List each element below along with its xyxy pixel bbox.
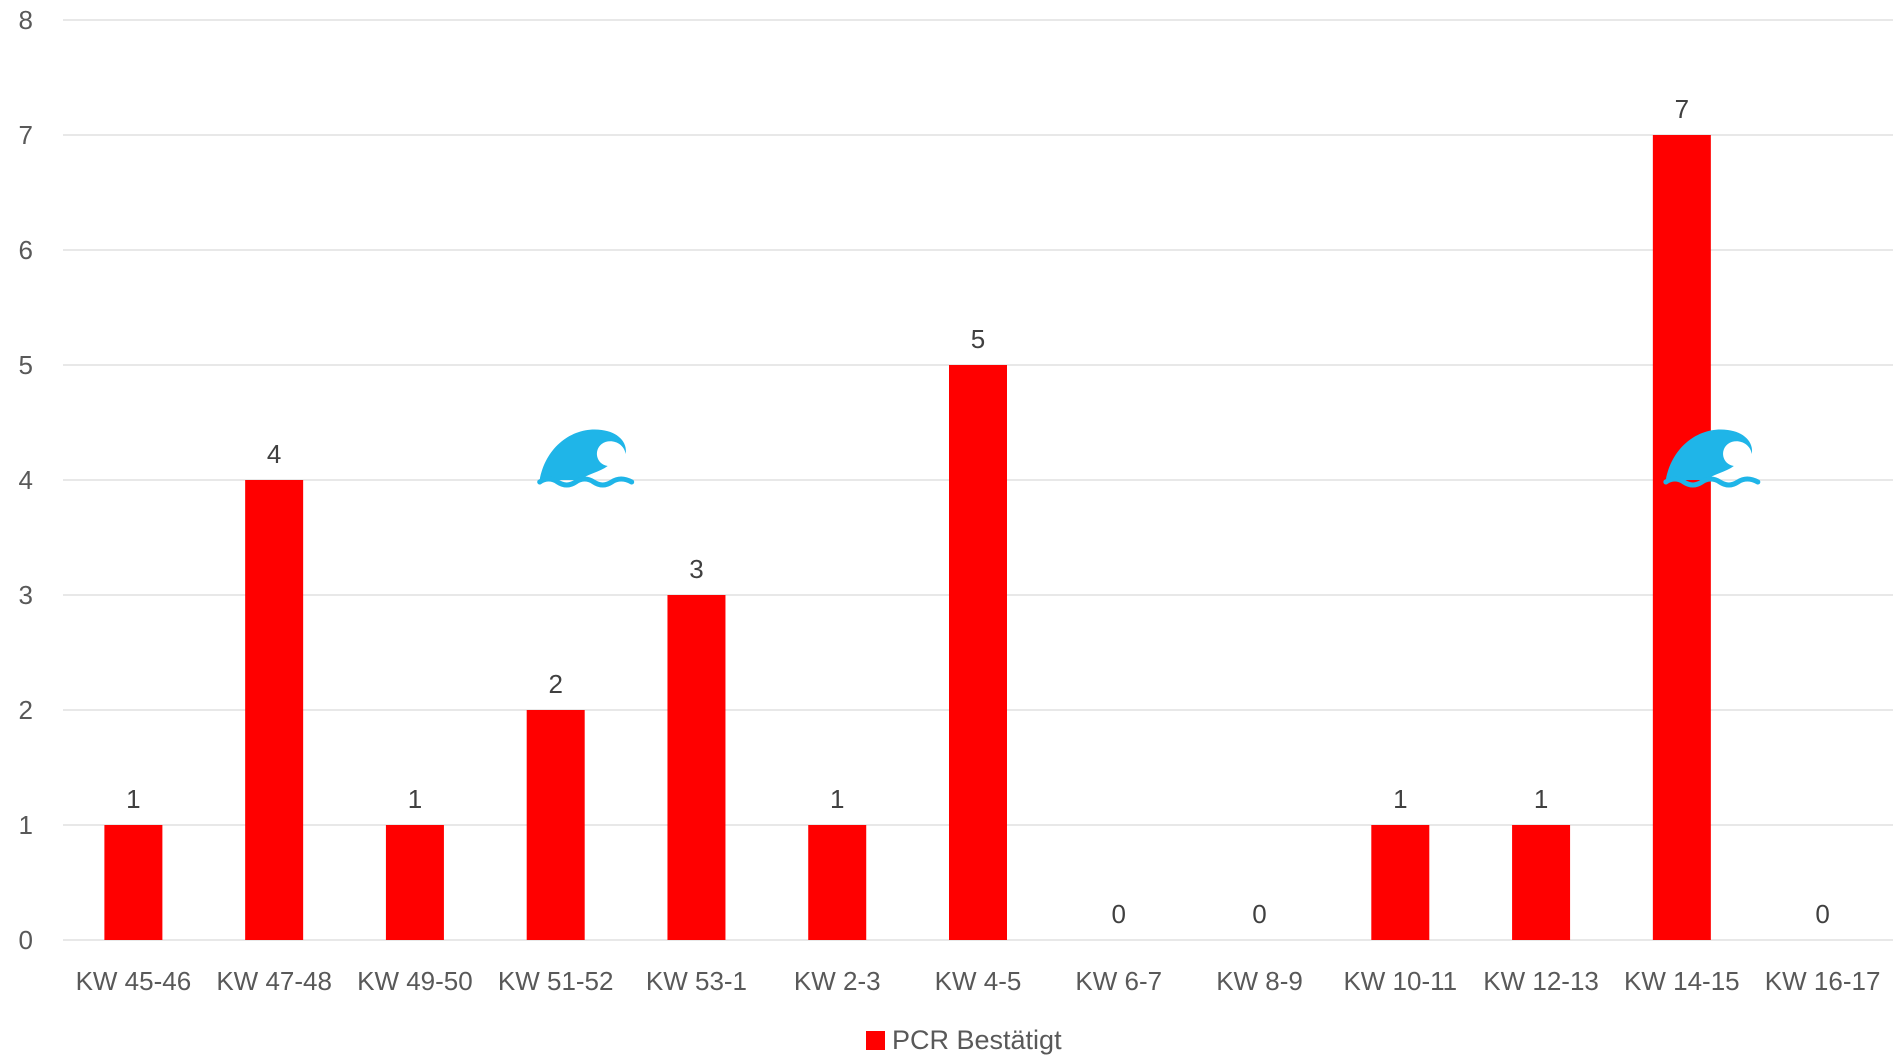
data-label: 2 — [548, 669, 562, 699]
y-tick-label: 4 — [19, 465, 33, 495]
bar — [385, 825, 444, 940]
y-axis-ticks: 0 1 2 3 4 5 6 7 8 — [19, 5, 33, 955]
wave-crest — [1665, 429, 1753, 480]
wave-line — [1663, 476, 1761, 488]
y-tick-label: 7 — [19, 120, 33, 150]
x-tick-label: KW 49-50 — [357, 966, 473, 996]
x-tick-label: KW 47-48 — [216, 966, 332, 996]
data-label: 1 — [408, 784, 422, 814]
data-label: 3 — [689, 554, 703, 584]
x-tick-label: KW 8-9 — [1216, 966, 1303, 996]
y-tick-label: 3 — [19, 580, 33, 610]
data-label: 5 — [971, 324, 985, 354]
y-tick-label: 5 — [19, 350, 33, 380]
data-labels: 1 4 1 2 3 1 5 0 0 1 1 7 0 — [126, 94, 1830, 929]
annotations — [537, 429, 1761, 488]
x-tick-label: KW 10-11 — [1343, 966, 1457, 996]
data-label: 1 — [1534, 784, 1548, 814]
x-tick-label: KW 16-17 — [1765, 966, 1881, 996]
bar — [1512, 825, 1571, 940]
legend-swatch — [866, 1031, 885, 1050]
data-label: 0 — [1252, 899, 1266, 929]
bar — [526, 710, 585, 940]
x-tick-label: KW 45-46 — [76, 966, 192, 996]
x-tick-label: KW 4-5 — [935, 966, 1022, 996]
y-tick-label: 6 — [19, 235, 33, 265]
data-label: 7 — [1675, 94, 1689, 124]
bar — [667, 595, 726, 940]
y-tick-label: 1 — [19, 810, 33, 840]
x-tick-label: KW 6-7 — [1075, 966, 1162, 996]
wave-crest — [539, 429, 626, 480]
wave-icon — [1663, 429, 1761, 488]
x-tick-label: KW 14-15 — [1624, 966, 1740, 996]
data-label: 0 — [1112, 899, 1126, 929]
wave-line — [537, 476, 635, 488]
bar — [104, 825, 163, 940]
data-label: 1 — [830, 784, 844, 814]
legend-label: PCR Bestätigt — [892, 1025, 1062, 1055]
wave-icon — [537, 429, 635, 488]
data-label: 1 — [1393, 784, 1407, 814]
data-label: 4 — [267, 439, 281, 469]
bar — [245, 480, 304, 940]
y-tick-label: 8 — [19, 5, 33, 35]
bar — [808, 825, 867, 940]
bar — [1652, 135, 1711, 940]
x-tick-label: KW 53-1 — [646, 966, 747, 996]
bars — [104, 135, 1711, 940]
x-tick-label: KW 51-52 — [498, 966, 614, 996]
bar — [949, 365, 1007, 940]
legend: PCR Bestätigt — [866, 1025, 1062, 1055]
x-tick-label: KW 2-3 — [794, 966, 881, 996]
data-label: 1 — [126, 784, 140, 814]
data-label: 0 — [1815, 899, 1829, 929]
y-tick-label: 0 — [19, 925, 33, 955]
x-tick-label: KW 12-13 — [1483, 966, 1599, 996]
bar — [1371, 825, 1430, 940]
y-tick-label: 2 — [19, 695, 33, 725]
x-axis-ticks: KW 45-46 KW 47-48 KW 49-50 KW 51-52 KW 53-1 K… — [76, 966, 1881, 996]
